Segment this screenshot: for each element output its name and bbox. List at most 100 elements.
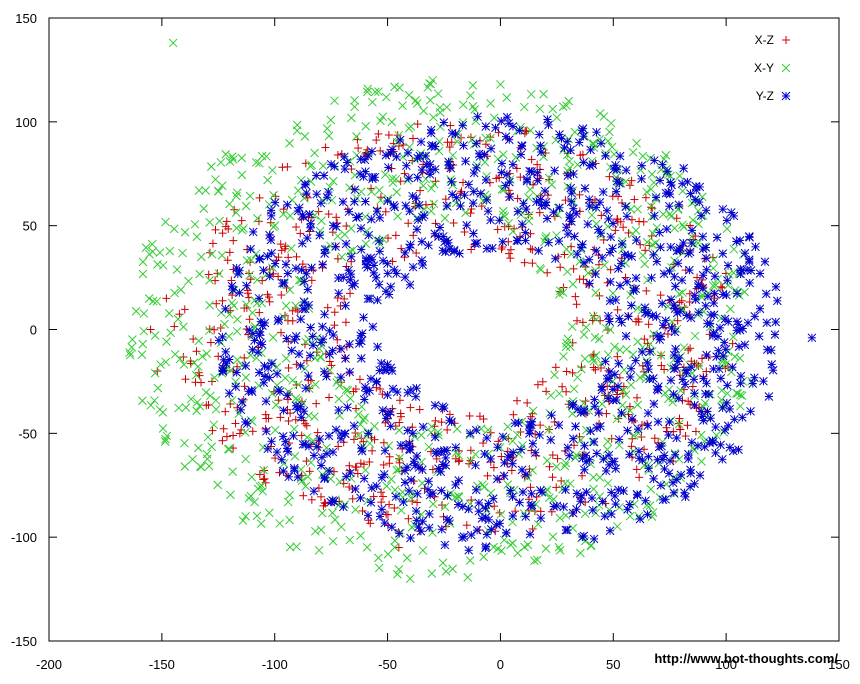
- data-point: [499, 535, 509, 545]
- data-point: [477, 202, 486, 211]
- data-point: [541, 148, 550, 157]
- data-point: [497, 244, 506, 253]
- data-point: [519, 102, 529, 112]
- data-point: [550, 166, 559, 176]
- data-point: [664, 469, 674, 478]
- data-point: [533, 160, 542, 169]
- data-point: [279, 406, 288, 415]
- data-point: [365, 439, 375, 448]
- data-point: [303, 285, 313, 294]
- data-point: [211, 276, 220, 285]
- data-point: [691, 295, 701, 305]
- data-point: [275, 387, 285, 396]
- data-point: [322, 192, 332, 202]
- data-point: [217, 181, 227, 191]
- data-point: [223, 256, 232, 265]
- data-point: [316, 525, 326, 535]
- data-point: [293, 206, 303, 216]
- data-point: [594, 407, 603, 417]
- data-point: [346, 474, 356, 483]
- data-point: [405, 206, 415, 216]
- data-point: [380, 170, 390, 179]
- data-point: [661, 316, 671, 325]
- data-point: [180, 462, 190, 471]
- data-point: [416, 137, 426, 147]
- data-point: [263, 290, 272, 299]
- data-point: [528, 406, 538, 416]
- data-point: [292, 252, 301, 261]
- data-point: [649, 211, 659, 221]
- data-point: [216, 157, 226, 167]
- data-point: [433, 89, 443, 99]
- data-point: [243, 286, 252, 295]
- data-point: [381, 92, 391, 102]
- data-point: [504, 249, 513, 258]
- data-point: [255, 470, 264, 479]
- data-point: [612, 165, 622, 174]
- data-point: [449, 219, 458, 228]
- data-point: [718, 351, 728, 361]
- data-point: [691, 427, 700, 436]
- x-tick-label: 0: [497, 657, 504, 672]
- data-point: [460, 227, 469, 236]
- data-point: [394, 425, 404, 435]
- data-point: [572, 316, 581, 325]
- data-point: [392, 187, 402, 197]
- data-point: [473, 112, 482, 122]
- data-point: [366, 519, 375, 528]
- data-point: [225, 199, 234, 209]
- data-point: [174, 403, 183, 413]
- data-point: [343, 402, 352, 412]
- data-point: [285, 515, 294, 525]
- data-point: [576, 548, 585, 558]
- data-point: [603, 136, 613, 146]
- data-point: [152, 297, 162, 306]
- data-point: [709, 298, 719, 308]
- data-point: [345, 339, 354, 349]
- data-point: [461, 156, 470, 166]
- data-point: [515, 126, 525, 135]
- data-point: [328, 176, 338, 186]
- data-point: [438, 558, 448, 568]
- data-point: [314, 344, 324, 353]
- data-point: [654, 442, 664, 452]
- data-point: [367, 255, 377, 265]
- data-point: [569, 169, 578, 179]
- data-point: [478, 196, 488, 206]
- data-point: [589, 473, 598, 482]
- data-point: [307, 495, 316, 504]
- data-point: [527, 500, 537, 510]
- data-point: [322, 449, 332, 459]
- data-point: [670, 223, 679, 233]
- data-point: [466, 530, 476, 540]
- data-point: [428, 528, 437, 537]
- data-point: [205, 300, 215, 310]
- data-point: [527, 489, 536, 499]
- data-point: [268, 333, 278, 342]
- data-point: [517, 417, 527, 427]
- data-point: [427, 183, 436, 193]
- data-point: [631, 356, 641, 365]
- data-point: [259, 265, 268, 275]
- data-point: [226, 399, 235, 408]
- data-point: [732, 289, 742, 298]
- data-point: [263, 251, 272, 261]
- data-point: [644, 364, 653, 374]
- data-point: [400, 169, 409, 178]
- data-point: [332, 213, 341, 222]
- data-point: [471, 425, 481, 435]
- data-point: [596, 421, 605, 431]
- data-point: [528, 439, 538, 448]
- data-point: [508, 436, 518, 446]
- data-point: [578, 318, 587, 327]
- data-point: [229, 265, 238, 274]
- data-point: [708, 331, 718, 341]
- data-point: [319, 171, 329, 180]
- data-point: [384, 234, 393, 243]
- data-point: [703, 291, 713, 301]
- data-point: [150, 331, 160, 340]
- data-point: [437, 524, 447, 534]
- data-point: [247, 472, 257, 482]
- data-point: [608, 244, 617, 253]
- data-point: [290, 451, 300, 461]
